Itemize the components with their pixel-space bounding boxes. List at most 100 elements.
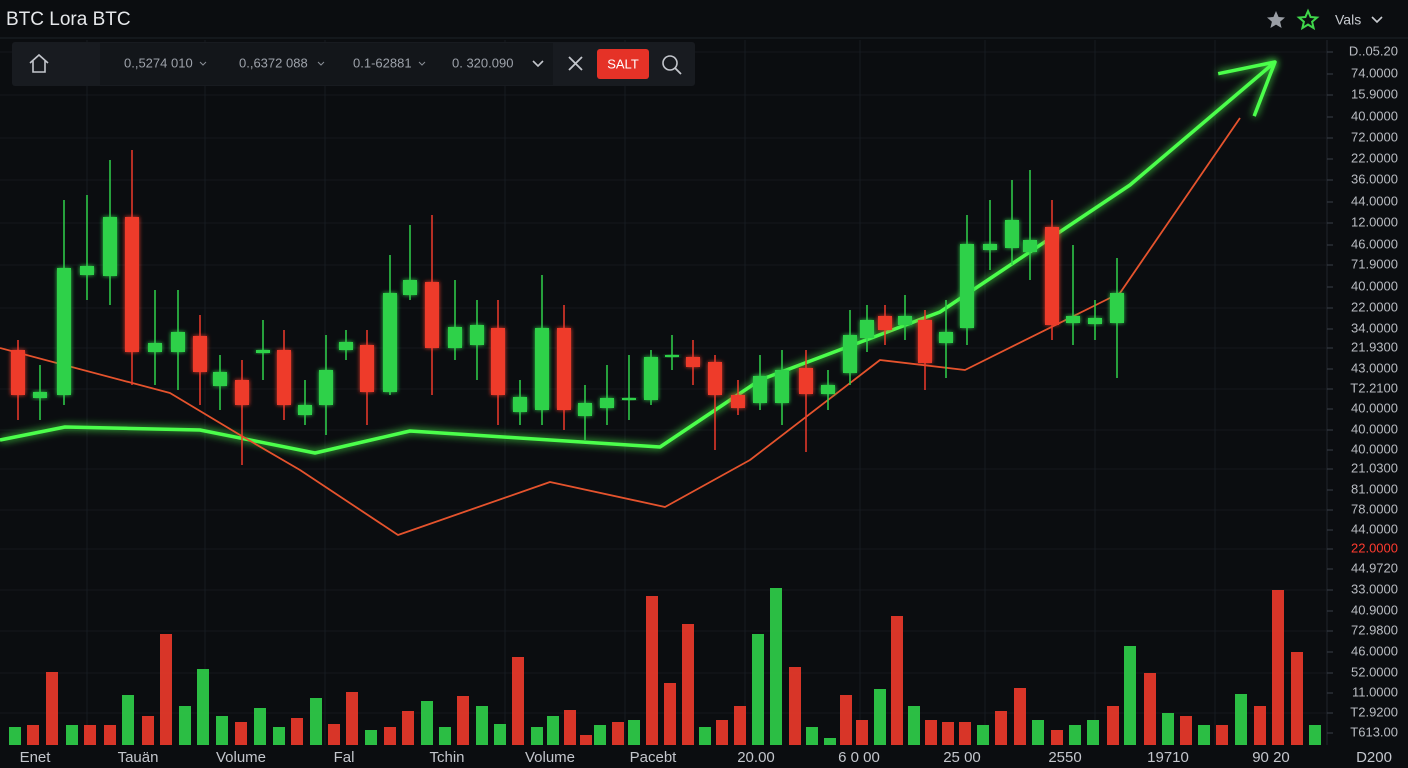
field-chevron[interactable] (317, 61, 325, 66)
candle-body (622, 398, 636, 400)
candle-body (1045, 227, 1059, 325)
candle-body (425, 282, 439, 348)
indicator-lines (0, 60, 1277, 536)
volume-bar (421, 701, 433, 745)
volume-bar (995, 711, 1007, 745)
volume-bar (1107, 706, 1119, 745)
candle-body (843, 335, 857, 373)
volume-bar (9, 727, 21, 745)
candle-body (878, 316, 892, 330)
volume-bar (840, 695, 852, 745)
volume-bar (1254, 706, 1266, 745)
volume-bar (1291, 652, 1303, 745)
y-tick-label: 81.0000 (1351, 481, 1398, 496)
x-label: Tchin (429, 749, 464, 766)
y-tick-label: 40.0000 (1351, 441, 1398, 456)
volume-bar (594, 725, 606, 745)
candle-body (448, 327, 462, 348)
star-icon[interactable] (1267, 11, 1285, 28)
candle-body (708, 362, 722, 395)
volume-bar (310, 698, 322, 745)
volume-bar (66, 725, 78, 745)
volume-bar (1180, 716, 1192, 745)
volume-bar (291, 718, 303, 745)
volume-bar (752, 634, 764, 745)
candle-body (775, 370, 789, 403)
volume-bar (122, 695, 134, 745)
grid (0, 51, 1327, 714)
volume-bar (1014, 688, 1026, 745)
volume-bar (104, 725, 116, 745)
field[interactable]: 0.1-62881 (353, 55, 412, 70)
volume-bar (1087, 720, 1099, 745)
field-chevron[interactable] (199, 61, 207, 66)
candle-body (256, 350, 270, 353)
indicator-line (0, 117, 1241, 536)
volume-bar (197, 669, 209, 745)
y-tick-label: T2.2100 (1350, 380, 1398, 395)
field-chevron[interactable] (532, 60, 544, 68)
salt-button-label[interactable]: SALT (607, 56, 639, 71)
y-tick-label: 22.0000 (1351, 540, 1398, 555)
x-label: Pacebt (630, 749, 678, 766)
candle-body (960, 244, 974, 328)
volume-bar (977, 725, 989, 745)
candle-body (298, 405, 312, 415)
y-tick-label: 34.0000 (1351, 320, 1398, 335)
candle-body (171, 332, 185, 352)
candle-body (213, 372, 227, 386)
candles (11, 150, 1124, 465)
volume-bar (1235, 694, 1247, 745)
menu-chevron[interactable] (1371, 16, 1383, 24)
time-axis: Enet Tauän Volume Fal Tchin Volume Pacebt 20.00… (20, 749, 1392, 766)
volume-bar (84, 725, 96, 745)
close-button[interactable] (568, 56, 583, 71)
y-tick-label: 22.0000 (1351, 299, 1398, 314)
x-label: Tauän (118, 749, 159, 766)
field-chevron[interactable] (418, 61, 426, 66)
volume-bar (628, 720, 640, 745)
volume-bar (179, 706, 191, 745)
x-label: 25 00 (943, 749, 981, 766)
y-tick-label: 72.9800 (1351, 622, 1398, 637)
volume-bars (9, 588, 1321, 745)
candle-body (360, 345, 374, 392)
volume-bar (531, 727, 543, 745)
search-button[interactable] (662, 55, 678, 71)
search-button-handle[interactable] (674, 67, 682, 75)
volume-bar (716, 720, 728, 745)
volume-bar (476, 706, 488, 745)
x-label: 19710 (1147, 749, 1189, 766)
volume-bar (46, 672, 58, 745)
candle-body (557, 328, 571, 410)
field[interactable]: 0.,6372 088 (239, 55, 308, 70)
menu-label[interactable]: Vals (1335, 12, 1361, 28)
x-label: 90 20 (1252, 749, 1290, 766)
y-tick-label: 12.0000 (1351, 214, 1398, 229)
field[interactable]: 0. 320.090 (452, 55, 513, 70)
volume-bar (1272, 590, 1284, 745)
favorite-icon[interactable] (1296, 8, 1320, 31)
volume-bar (612, 722, 624, 745)
salt-button[interactable] (597, 49, 649, 79)
y-tick-label: 21.0300 (1351, 460, 1398, 475)
y-tick-label: 22.0000 (1351, 150, 1398, 165)
volume-bar (1216, 725, 1228, 745)
home-button[interactable] (29, 53, 49, 73)
y-tick-label: 15.9000 (1351, 86, 1398, 101)
candle-body (1088, 318, 1102, 324)
candle-body (383, 293, 397, 392)
candle-body (11, 350, 25, 395)
y-tick-label: 46.0000 (1351, 236, 1398, 251)
candle-body (600, 398, 614, 408)
volume-bar (160, 634, 172, 745)
x-label: 6 0 00 (838, 749, 880, 766)
field[interactable]: 0.,5274 010 (124, 55, 193, 70)
candle-body (491, 328, 505, 395)
candle-body (821, 385, 835, 394)
x-label: D200 (1356, 749, 1392, 766)
volume-bar (346, 692, 358, 745)
y-tick-label: 78.0000 (1351, 501, 1398, 516)
volume-bar (699, 727, 711, 745)
volume-bar (235, 722, 247, 745)
